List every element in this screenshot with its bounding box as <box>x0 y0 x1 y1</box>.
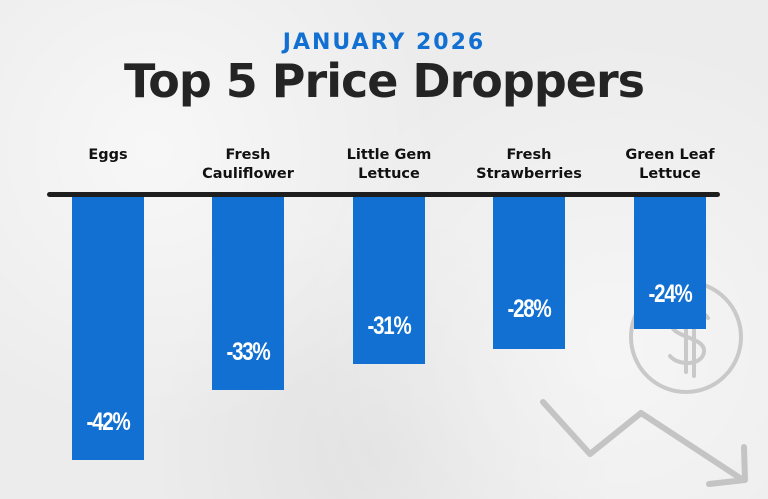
category-label-little-gem: Little Gem Lettuce <box>314 146 464 184</box>
category-label-line: Fresh <box>506 147 552 163</box>
category-label-eggs: Eggs <box>33 146 183 165</box>
category-label-green-leaf: Green Leaf Lettuce <box>595 146 745 184</box>
chart-title: Top 5 Price Droppers <box>123 54 645 108</box>
bar-eggs: -42% <box>72 196 144 460</box>
category-label-line: Fresh <box>225 147 271 163</box>
category-label-line: Cauliflower <box>202 166 294 182</box>
bar-green-leaf: -24% <box>634 196 706 329</box>
value-label: -24% <box>648 280 693 308</box>
bar-little-gem: -31% <box>353 196 425 364</box>
category-label-line: Lettuce <box>358 166 420 182</box>
chart-subtitle: JANUARY 2026 <box>282 30 486 55</box>
down-trend-arrow-icon <box>540 399 748 487</box>
category-label-line: Green Leaf <box>625 147 715 163</box>
category-label-line: Lettuce <box>639 166 701 182</box>
category-label-line: Strawberries <box>476 166 582 182</box>
category-label-cauliflower: Fresh Cauliflower <box>173 146 323 184</box>
bar-strawberries: -28% <box>493 196 565 349</box>
value-label: -31% <box>367 312 412 340</box>
value-label: -42% <box>86 408 131 436</box>
category-label-line: Eggs <box>88 147 128 163</box>
category-label-line: Little Gem <box>346 147 432 163</box>
zero-baseline <box>47 192 720 197</box>
category-label-strawberries: Fresh Strawberries <box>454 146 604 184</box>
value-label: -28% <box>507 295 552 323</box>
bar-cauliflower: -33% <box>212 196 284 390</box>
value-label: -33% <box>226 338 271 366</box>
